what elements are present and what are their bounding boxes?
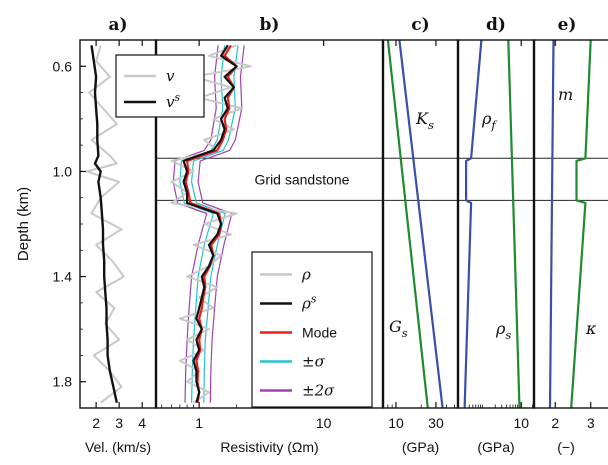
series-b-line [197, 45, 245, 403]
series-e-line [548, 40, 555, 408]
x-tick-label: 1 [195, 415, 203, 431]
legend-label-base: ±2σ [302, 382, 335, 400]
x-tick-label: 10 [316, 415, 332, 431]
y-axis: 0.6 1.0 1.4 1.8 Depth (km) [15, 39, 86, 409]
curve-label-Ks-base: K [415, 109, 429, 128]
series-a-line [85, 45, 125, 404]
curve-label-Gs-sub: s [402, 326, 408, 340]
legend-a: vvs [115, 54, 205, 118]
x-axis-label: (GPa) [477, 439, 514, 455]
y-axis-label: Depth (km) [15, 187, 32, 261]
legend-label: ±σ [302, 353, 326, 371]
y-tick-label: 1.4 [53, 269, 73, 285]
curve-label-Gs: Gs [389, 317, 408, 340]
curve-label-Ks-sub: s [428, 118, 434, 132]
series-c-line [386, 40, 429, 408]
curve-label-Gs-base: G [389, 317, 402, 336]
legend-label: vs [166, 91, 180, 111]
series-c-line [398, 40, 444, 408]
x-axis-label: Resistivity (Ωm) [220, 439, 318, 455]
curve-label-kappa-base: κ [585, 319, 597, 338]
panel-title: d) [486, 15, 506, 35]
x-tick-label: 3 [115, 415, 123, 431]
curve-label-m-base: m [558, 85, 573, 104]
y-tick-label: 0.6 [53, 58, 73, 74]
legend-label: v [166, 67, 175, 85]
x-tick-label: 3 [587, 415, 595, 431]
x-tick-label: 10 [388, 415, 404, 431]
x-tick-label: 30 [428, 415, 444, 431]
legend-label-base: ρ [301, 295, 311, 313]
y-tick-label: 1.0 [53, 163, 73, 179]
horizon-label: Grid sandstone [255, 171, 350, 187]
curve-label-Ks: Ks [415, 109, 434, 132]
curve-label-rhos: ρs [495, 319, 511, 342]
panel-b: b) Resistivity (Ωm) 1 10 [161, 15, 362, 455]
curve-label-rhof-base: ρ [481, 109, 492, 128]
curve-label-rhos-base: ρ [495, 319, 506, 338]
series-a-line [90, 45, 118, 403]
legend-label-base: v [166, 93, 175, 111]
legend-label: ρs [301, 293, 317, 313]
legend-label-sup: s [311, 293, 317, 306]
legend-box [115, 54, 205, 118]
legend-box [251, 251, 373, 408]
panel-c: c) (GPa) 10 30 [387, 15, 455, 455]
panel-title: a) [108, 15, 127, 35]
legend-label: ±2σ [302, 382, 335, 400]
curve-label-kappa: κ [585, 319, 597, 338]
frames [79, 39, 608, 409]
legend-label: ρ [301, 266, 311, 284]
x-axis-label: (GPa) [402, 439, 439, 455]
series-d-line [507, 40, 521, 408]
panel-title: b) [260, 15, 280, 35]
curve-label-m: m [558, 85, 573, 104]
x-tick-label: 10 [513, 415, 529, 431]
panel-title: c) [411, 15, 429, 35]
legend-label: Mode [302, 325, 337, 341]
panel-d: d) (GPa) 10 [464, 15, 533, 455]
series-d-line [463, 40, 483, 408]
x-tick-label: 4 [138, 415, 146, 431]
legend-label-base: ±σ [302, 353, 326, 371]
curve-label-rhos-sub: s [505, 328, 511, 342]
x-tick-label: 2 [92, 415, 100, 431]
panel-title: e) [558, 15, 577, 35]
legend-label-sup: s [174, 91, 180, 104]
series-b-line [191, 45, 239, 403]
curve-label-rhof-sub: f [490, 118, 497, 132]
curve-label-rhof: ρf [481, 109, 497, 132]
legend-label-base: v [166, 67, 175, 85]
x-tick-label: 2 [551, 415, 559, 431]
x-axis-label: (−) [557, 439, 575, 455]
legend-label-base: ρ [301, 266, 311, 284]
x-axis-label: Vel. (km/s) [85, 439, 151, 455]
series-layer [85, 40, 592, 408]
y-tick-label: 1.8 [53, 374, 73, 390]
series-b-line [182, 44, 238, 403]
panel-a: a) Vel. (km/s) 2 3 4 [85, 15, 151, 455]
series-e-line [570, 40, 592, 408]
